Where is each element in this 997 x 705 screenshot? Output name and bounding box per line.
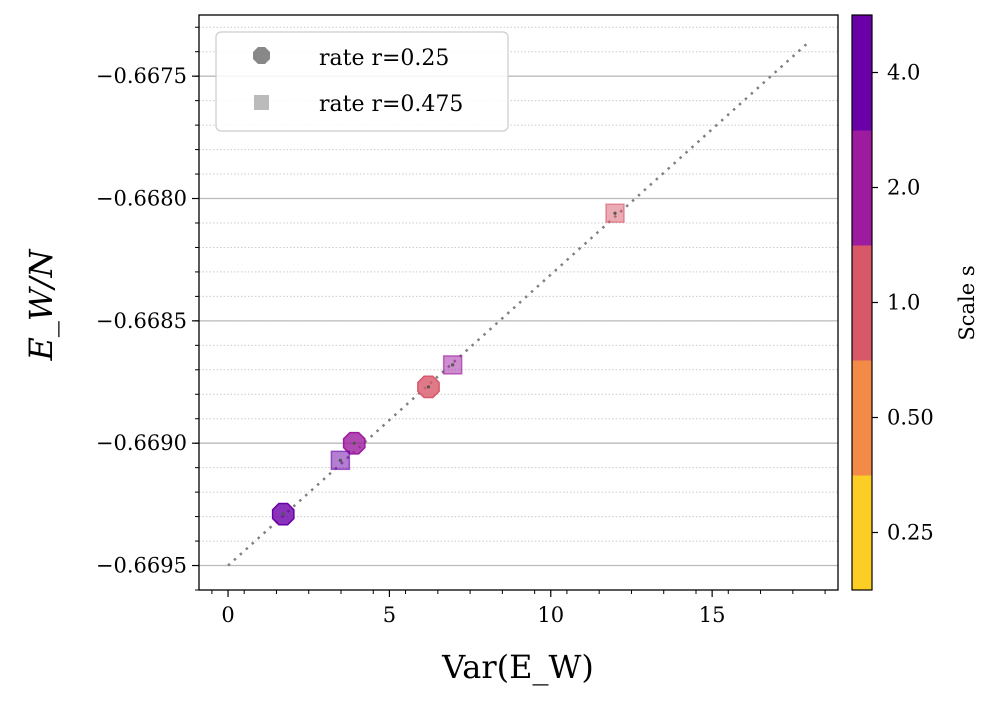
colorbar-tick-label: 4.0 bbox=[887, 61, 920, 85]
octagon-marker-icon bbox=[253, 47, 270, 64]
colorbar-frame bbox=[851, 14, 873, 591]
x-tick-label: 0 bbox=[221, 603, 234, 627]
colorbar-segment bbox=[852, 475, 872, 591]
legend-label-r025: rate r=0.25 bbox=[319, 46, 449, 71]
y-tick-label: −0.6685 bbox=[96, 309, 187, 333]
y-tick-label: −0.6695 bbox=[96, 554, 187, 578]
y-axis-label: E_W/N bbox=[22, 248, 60, 361]
x-tick-label: 10 bbox=[537, 603, 564, 627]
x-axis: 0 5 10 15 bbox=[211, 590, 826, 627]
point-center bbox=[281, 512, 285, 516]
point-center bbox=[451, 363, 455, 367]
y-tick-label: −0.6675 bbox=[96, 64, 187, 88]
colorbar-segment bbox=[852, 15, 872, 131]
x-tick-label: 5 bbox=[383, 603, 396, 627]
point-center bbox=[352, 441, 356, 445]
colorbar-tick-label: 0.25 bbox=[887, 521, 934, 545]
colorbar-tick-label: 0.50 bbox=[887, 406, 934, 430]
colorbar-segment bbox=[852, 360, 872, 476]
legend-box bbox=[215, 31, 509, 132]
colorbar-segment bbox=[852, 245, 872, 361]
point-center bbox=[613, 211, 617, 215]
x-tick-label: 15 bbox=[699, 603, 726, 627]
y-tick-label: −0.6680 bbox=[96, 187, 187, 211]
colorbar-label: Scale s bbox=[955, 265, 979, 340]
data-points bbox=[271, 203, 625, 526]
legend-label-r0475: rate r=0.475 bbox=[319, 92, 463, 117]
point-center bbox=[426, 385, 431, 389]
colorbar-tick-label: 2.0 bbox=[887, 176, 920, 200]
y-axis: −0.6675 −0.6680 −0.6685 −0.6690 −0.6695 bbox=[96, 26, 199, 591]
point-center bbox=[338, 458, 342, 462]
x-axis-label: Var(E_W) bbox=[441, 648, 594, 686]
grid bbox=[199, 26, 838, 591]
square-marker-icon bbox=[254, 95, 269, 110]
y-tick-label: −0.6690 bbox=[96, 431, 187, 455]
plot-frame bbox=[198, 14, 839, 591]
legend: rate r=0.25 rate r=0.475 bbox=[215, 31, 509, 132]
colorbar: 0.25 0.50 1.0 2.0 4.0 bbox=[851, 14, 934, 591]
colorbar-tick-label: 1.0 bbox=[887, 291, 920, 315]
fit-line bbox=[227, 40, 810, 567]
colorbar-segment bbox=[852, 130, 872, 246]
